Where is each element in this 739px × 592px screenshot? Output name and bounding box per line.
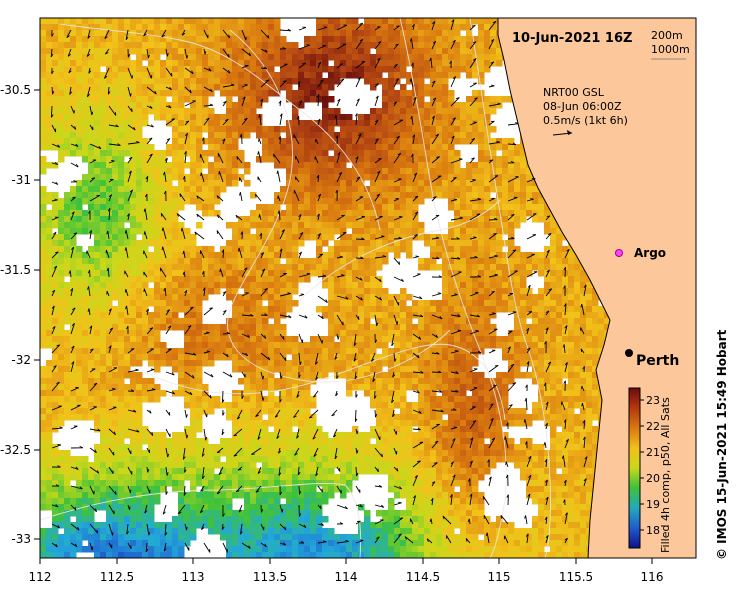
longitude-axis: 112 112.5 113 113.5 114 114.5 115 115.5 116 <box>29 558 664 584</box>
colorbar-gradient <box>628 387 641 549</box>
city-label: Perth <box>636 353 679 369</box>
lon-tick-label: 114 <box>335 570 358 584</box>
contour-legend-1000m: 1000m <box>651 43 690 56</box>
lon-tick-label: 113.5 <box>253 570 287 584</box>
lon-tick-label: 115.5 <box>559 570 593 584</box>
land-mass <box>497 18 696 558</box>
map-frame <box>39 17 697 559</box>
bathymetry-contour-line <box>299 199 501 301</box>
date-title: 10-Jun-2021 16Z <box>512 31 632 46</box>
perth-marker: Perth <box>625 349 679 369</box>
colorbar-tick-label: 23 <box>646 394 660 407</box>
current-time: 08-Jun 06:00Z <box>543 100 622 113</box>
current-arrows <box>50 19 588 553</box>
credit-text: © IMOS 15-Jun-2021 15:49 Hobart <box>715 329 729 560</box>
lon-tick-label: 115 <box>488 570 511 584</box>
city-dot-icon <box>625 349 633 357</box>
lat-tick-label: -33 <box>11 532 31 546</box>
argo-float-icon <box>615 249 623 257</box>
bathymetry-contour-line <box>399 18 507 558</box>
bathymetry-contour-line <box>469 18 551 558</box>
map-panel <box>40 18 696 558</box>
bathymetry-contour-line <box>227 29 451 383</box>
colorbar-tick-label: 21 <box>646 446 660 459</box>
bathymetry-contours <box>40 18 551 558</box>
contour-legend: 200m 1000m <box>651 29 690 60</box>
current-source: NRT00 GSL <box>543 86 605 99</box>
bathymetry-contour-line <box>59 23 381 231</box>
current-scale-arrowhead <box>567 130 572 135</box>
lon-tick-label: 112.5 <box>100 570 134 584</box>
current-scale: 0.5m/s (1kt 6h) <box>543 114 628 127</box>
lon-tick-label: 116 <box>641 570 664 584</box>
lat-tick-label: -32.5 <box>0 443 31 457</box>
colorbar: 23 22 21 20 19 18 Filled 4h comp, p50, All Sa… <box>628 387 672 553</box>
bathymetry-contour-line <box>139 343 506 421</box>
latitude-axis: -30.5 -31 -31.5 -32 -32.5 -33 <box>0 83 40 546</box>
argo-label: Argo <box>634 246 666 260</box>
current-legend: NRT00 GSL 08-Jun 06:00Z 0.5m/s (1kt 6h) <box>543 86 628 136</box>
lon-tick-label: 112 <box>29 570 52 584</box>
lat-tick-label: -32 <box>11 353 31 367</box>
contour-legend-200m: 200m <box>651 29 683 42</box>
lon-tick-label: 113 <box>182 570 205 584</box>
colorbar-tick-label: 18 <box>646 524 660 537</box>
lat-tick-label: -31 <box>11 173 31 187</box>
lat-tick-label: -31.5 <box>0 263 31 277</box>
colorbar-label: Filled 4h comp, p50, All Sats <box>659 397 672 553</box>
colorbar-tick-label: 20 <box>646 472 660 485</box>
bathymetry-contour-line <box>40 482 362 558</box>
colorbar-ticks: 23 22 21 20 19 18 <box>640 394 660 537</box>
colorbar-tick-label: 22 <box>646 420 660 433</box>
lat-tick-label: -30.5 <box>0 83 31 97</box>
argo-marker: Argo <box>615 246 666 260</box>
lon-tick-label: 114.5 <box>406 570 440 584</box>
colorbar-tick-label: 19 <box>646 498 660 511</box>
